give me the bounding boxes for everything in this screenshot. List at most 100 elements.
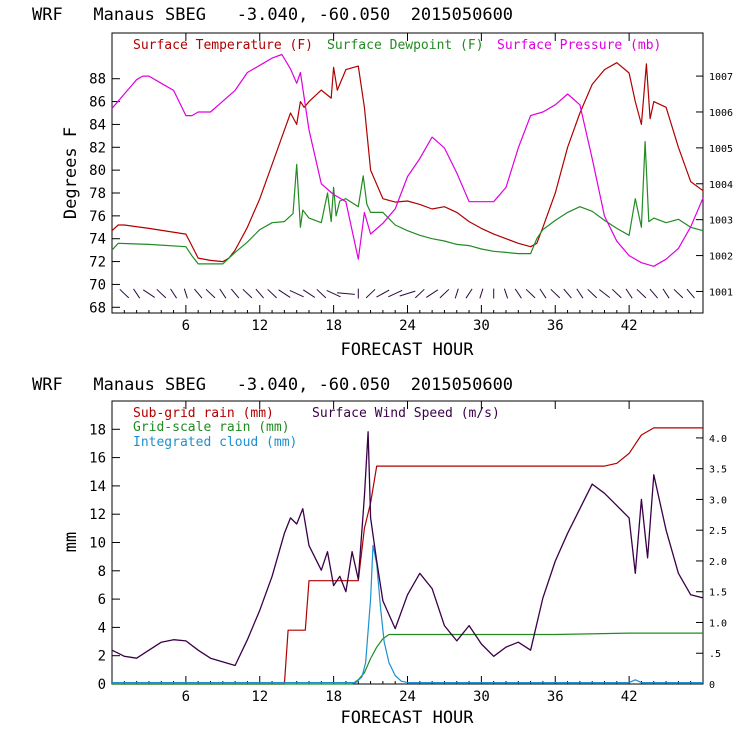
panel2-y2tick-label: .5 [709,649,721,660]
panel2-ytick-label: 4 [98,620,106,636]
panel2-y2tick-label: 0 [709,680,715,691]
precipitation-panel: WRF Manaus SBEG -3.040, -60.050 20150506… [32,375,727,728]
panel1-y2tick-label: 1003 [709,216,733,227]
legend-surface-dewpoint: Surface Dewpoint (F) [327,38,484,53]
wind-barb [255,288,264,299]
wind-barb [514,288,522,299]
panel2-ytick-label: 12 [89,507,106,523]
wind-barb [399,290,416,297]
panel2-series [111,427,704,685]
panel1-plot-frame [111,32,704,314]
sub-grid-rain-line [112,427,703,685]
wind-barb [316,288,327,299]
panel2-xtick-label: 30 [473,689,490,705]
panel2-xtick-label: 6 [182,689,190,705]
wind-barb [503,288,509,299]
panel2-ytick-label: 16 [89,451,106,467]
wind-barb [539,288,547,299]
panel2-xtick-label: 24 [399,689,416,705]
wind-barb [587,288,598,299]
wind-barb [576,288,584,299]
surface-temperature-line [111,62,704,263]
legend-grid-scale-rain: Grid-scale rain (mm) [133,420,290,435]
panel2-y2tick-label: 4.0 [709,434,727,445]
panel1-ytick-label: 68 [89,300,106,316]
wind-barb [414,288,425,299]
panel2-ytick-label: 6 [98,592,106,608]
panel2-y2tick-label: 2.5 [709,526,727,537]
panel1-title: WRF Manaus SBEG -3.040, -60.050 20150506… [32,5,513,25]
panel1-y2tick-label: 1001 [709,287,733,298]
wind-barb [611,288,622,299]
panel1-ytick-label: 70 [89,277,106,293]
wind-barb [337,292,355,295]
panel2-y2tick-label: 1.0 [709,618,727,629]
wind-barb [365,288,376,299]
surface-pressure-line [111,53,704,267]
panel1-ytick-label: 88 [89,72,106,88]
panel1-ylabel: Degrees F [61,127,81,219]
wind-barb [156,288,167,299]
panel2-y2tick-label: 2.0 [709,557,727,568]
wind-barb [479,288,484,299]
panel1-ytick-label: 72 [89,255,106,271]
wind-barb [183,288,188,299]
wind-barb [219,288,227,299]
panel2-ytick-label: 8 [98,564,106,580]
legend-integrated-cloud: Integrated cloud (mm) [133,435,297,450]
panel2-ytick-label: 10 [89,536,106,552]
integrated-cloud-line [112,544,703,684]
wind-barb [205,288,216,299]
wind-barb [598,289,611,298]
panel1-ytick-label: 84 [89,117,106,133]
wind-barb [426,289,439,298]
panel2-y2tick-label: 3.5 [709,465,727,476]
panel2-xtick-label: 18 [325,689,342,705]
surface-wind-speed-line [111,431,704,667]
wind-barb [326,289,341,298]
legend-surface-temperature: Surface Temperature (F) [133,38,313,53]
legend-surface-pressure: Surface Pressure (mb) [497,38,661,53]
panel2-ytick-label: 14 [89,479,106,495]
wind-barb [376,289,390,298]
panel2-y2tick-label: 1.5 [709,588,727,599]
panel1-xtick-label: 36 [547,318,564,334]
wind-barb [686,288,695,299]
panel1-xlabel: FORECAST HOUR [340,340,474,360]
panel2-title: WRF Manaus SBEG -3.040, -60.050 20150506… [32,375,513,395]
wind-barb [242,288,253,299]
panel1-xtick-label: 12 [251,318,268,334]
panel1-xtick-label: 6 [182,318,190,334]
panel1-xtick-label: 18 [325,318,342,334]
panel1-y2tick-label: 1002 [709,252,733,263]
panel2-ytick-label: 2 [98,649,106,665]
panel1-xtick-label: 24 [399,318,416,334]
wind-barb [142,289,155,298]
panel2-xtick-label: 36 [547,689,564,705]
legend-surface-wind-speed: Surface Wind Speed (m/s) [312,406,500,421]
wind-barb [465,288,473,299]
wind-barb [454,288,459,299]
wind-barb [267,288,277,299]
wind-barbs [119,288,695,299]
panel2-ytick-label: 18 [89,422,106,438]
wind-barb [636,288,647,299]
wind-barb [133,288,141,299]
panel2-ylabel: mm [61,532,81,552]
panel1-ytick-label: 86 [89,95,106,111]
wind-barb [302,289,316,298]
wind-barb [388,289,403,298]
panel2-ticks: 6 12 18 24 30 36 420246810121416180.51.01.52.0… [89,401,727,705]
panel2-ytick-label: 0 [98,677,106,693]
panel2-y2tick-label: 3.0 [709,495,727,506]
wind-barb [119,288,130,299]
wind-barb [170,288,178,299]
panel2-xtick-label: 42 [621,689,638,705]
panel1-ytick-label: 82 [89,140,106,156]
panel1-ytick-label: 74 [89,232,106,248]
surface-dewpoint-line [111,141,704,265]
wind-barb [662,288,670,299]
temperature-panel: WRF Manaus SBEG -3.040, -60.050 20150506… [32,5,733,360]
wind-barb [525,288,536,299]
